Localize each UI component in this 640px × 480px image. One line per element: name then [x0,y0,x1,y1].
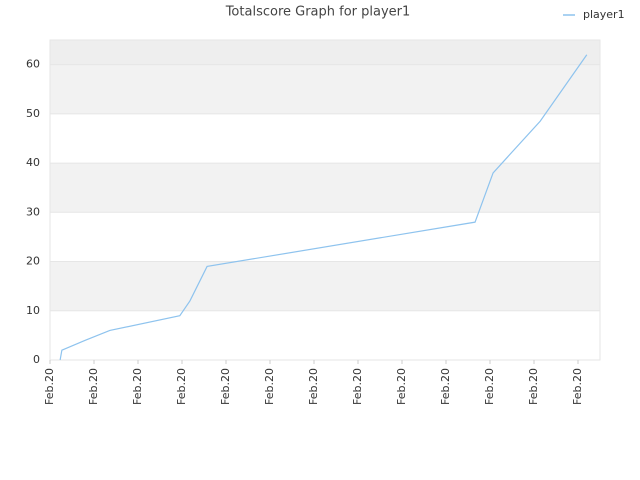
y-tick-label: 0 [33,353,40,366]
legend-label: player1 [583,8,625,21]
plot-band [50,64,600,114]
x-tick-label: Feb.20 [395,368,408,405]
x-tick-label: Feb.20 [527,368,540,405]
plot-band [50,40,600,65]
x-tick-label: Feb.20 [219,368,232,405]
x-tick-label: Feb.20 [439,368,452,405]
x-tick-label: Feb.20 [175,368,188,405]
x-tick-label: Feb.20 [43,368,56,405]
y-tick-label: 50 [26,107,40,120]
x-tick-label: Feb.20 [263,368,276,405]
plot-band [50,163,600,213]
y-tick-label: 20 [26,255,40,268]
x-tick-label: Feb.20 [351,368,364,405]
y-tick-label: 60 [26,58,40,71]
series-line [59,54,588,361]
x-tick-label: Feb.20 [571,368,584,405]
y-tick-label: 30 [26,205,40,218]
y-tick-label: 40 [26,156,40,169]
x-tick-label: Feb.20 [131,368,144,405]
x-tick-label: Feb.20 [87,368,100,405]
y-tick-label: 10 [26,304,40,317]
x-tick-label: Feb.20 [307,368,320,405]
x-tick-label: Feb.20 [483,368,496,405]
chart-title: Totalscore Graph for player1 [225,5,411,20]
plot-band [50,261,600,311]
